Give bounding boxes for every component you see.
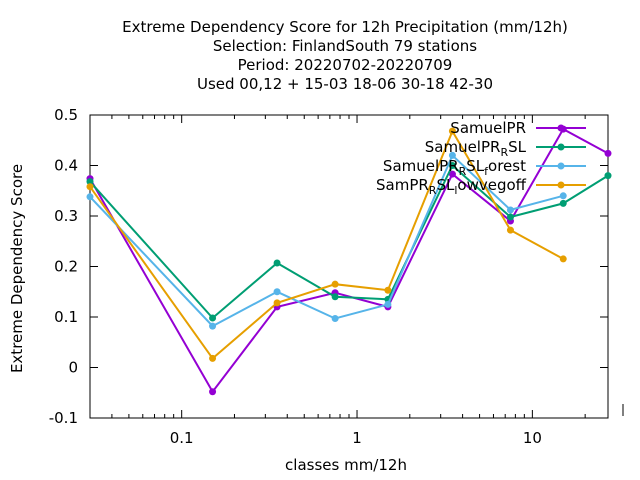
data-point [506,213,514,221]
title-line: Extreme Dependency Score for 12h Precipi… [122,18,568,36]
y-tick-label: 0.2 [54,258,78,276]
legend-marker [557,162,565,170]
legend-marker [557,124,565,132]
legend-label-part: SL [436,176,455,194]
data-point [209,388,217,396]
data-point [448,162,456,169]
data-point [559,192,567,200]
legend-label-part: l [454,184,457,197]
series-line [89,127,609,394]
title-line: Period: 20220702-20220709 [238,56,453,74]
data-point [273,288,281,296]
legend-label-part: R [429,184,437,197]
legend-label-part: SamuelPR [450,119,526,137]
plot-frame [89,114,609,419]
data-point [384,286,392,294]
data-point [86,178,94,186]
legend-label: SamPRRSLlowvegoff [376,176,527,197]
data-point [273,259,281,267]
data-point [448,170,456,178]
x-axis-label: classes mm/12h [285,456,407,474]
legend-label-part: owvegoff [457,176,526,194]
data-point [448,127,456,135]
legend-marker [557,143,565,151]
y-tick-label: 0.5 [54,106,78,124]
legend-marker [557,181,565,189]
y-tick-label: 0.1 [54,308,78,326]
legend-label-part: f [484,165,489,178]
y-tick-label: 0.3 [54,207,78,225]
data-point [384,300,392,308]
data-point [559,255,567,263]
data-point [86,183,94,191]
title-line: Selection: FinlandSouth 79 stations [213,37,477,55]
legend-label-part: orest [488,157,526,175]
legend-label: SamuelPRRSL [425,138,527,159]
x-tick-label: 0.1 [170,429,194,447]
legend-label-part: SL [466,157,485,175]
series-line [89,128,564,360]
data-point [559,199,567,207]
title-line: Used 00,12 + 15-03 18-06 30-18 42-30 [197,75,493,93]
data-point [209,314,217,322]
legend-label-part: SamPR [376,176,429,194]
data-point [506,206,514,214]
y-tick-label: 0 [68,359,78,377]
x-tick-label: 10 [523,429,542,447]
legend: SamuelPRSamuelPRRSLSamuelPRRSLforestSamP… [376,119,586,197]
tick-labels: -0.1 0 0.1 0.2 0.3 0.4 0.5 0.1 1 10 [49,106,542,447]
data-point [209,354,217,362]
chart-title: Extreme Dependency Score for 12h Precipi… [122,18,568,93]
legend-label-part: R [459,165,467,178]
y-tick-label: -0.1 [49,409,78,427]
legend-label-part: R [500,146,508,159]
legend-label: SamuelPRRSLforest [383,157,526,178]
data-point [604,149,612,157]
legend-label-part: SamuelPR [383,157,459,175]
series-line [89,153,564,328]
data-point [331,293,339,301]
data-point [506,226,514,234]
y-tick-label: 0.4 [54,157,78,175]
axis-ticks [90,114,624,419]
y-axis-label: Extreme Dependency Score [8,164,26,373]
data-point [448,151,456,159]
series-3 [86,127,567,362]
data-point [331,315,339,323]
x-tick-label: 1 [352,429,362,447]
data-point [331,280,339,288]
data-point [209,322,217,330]
series-0 [86,125,612,396]
data-point [273,299,281,307]
data-point [86,193,94,201]
data-point [604,172,612,180]
series-layer [86,125,612,396]
legend-label-part: SamuelPR [425,138,501,156]
series-1 [86,162,612,322]
series-2 [86,151,567,330]
legend-label-part: SL [508,138,527,156]
legend-label: SamuelPR [450,119,526,137]
